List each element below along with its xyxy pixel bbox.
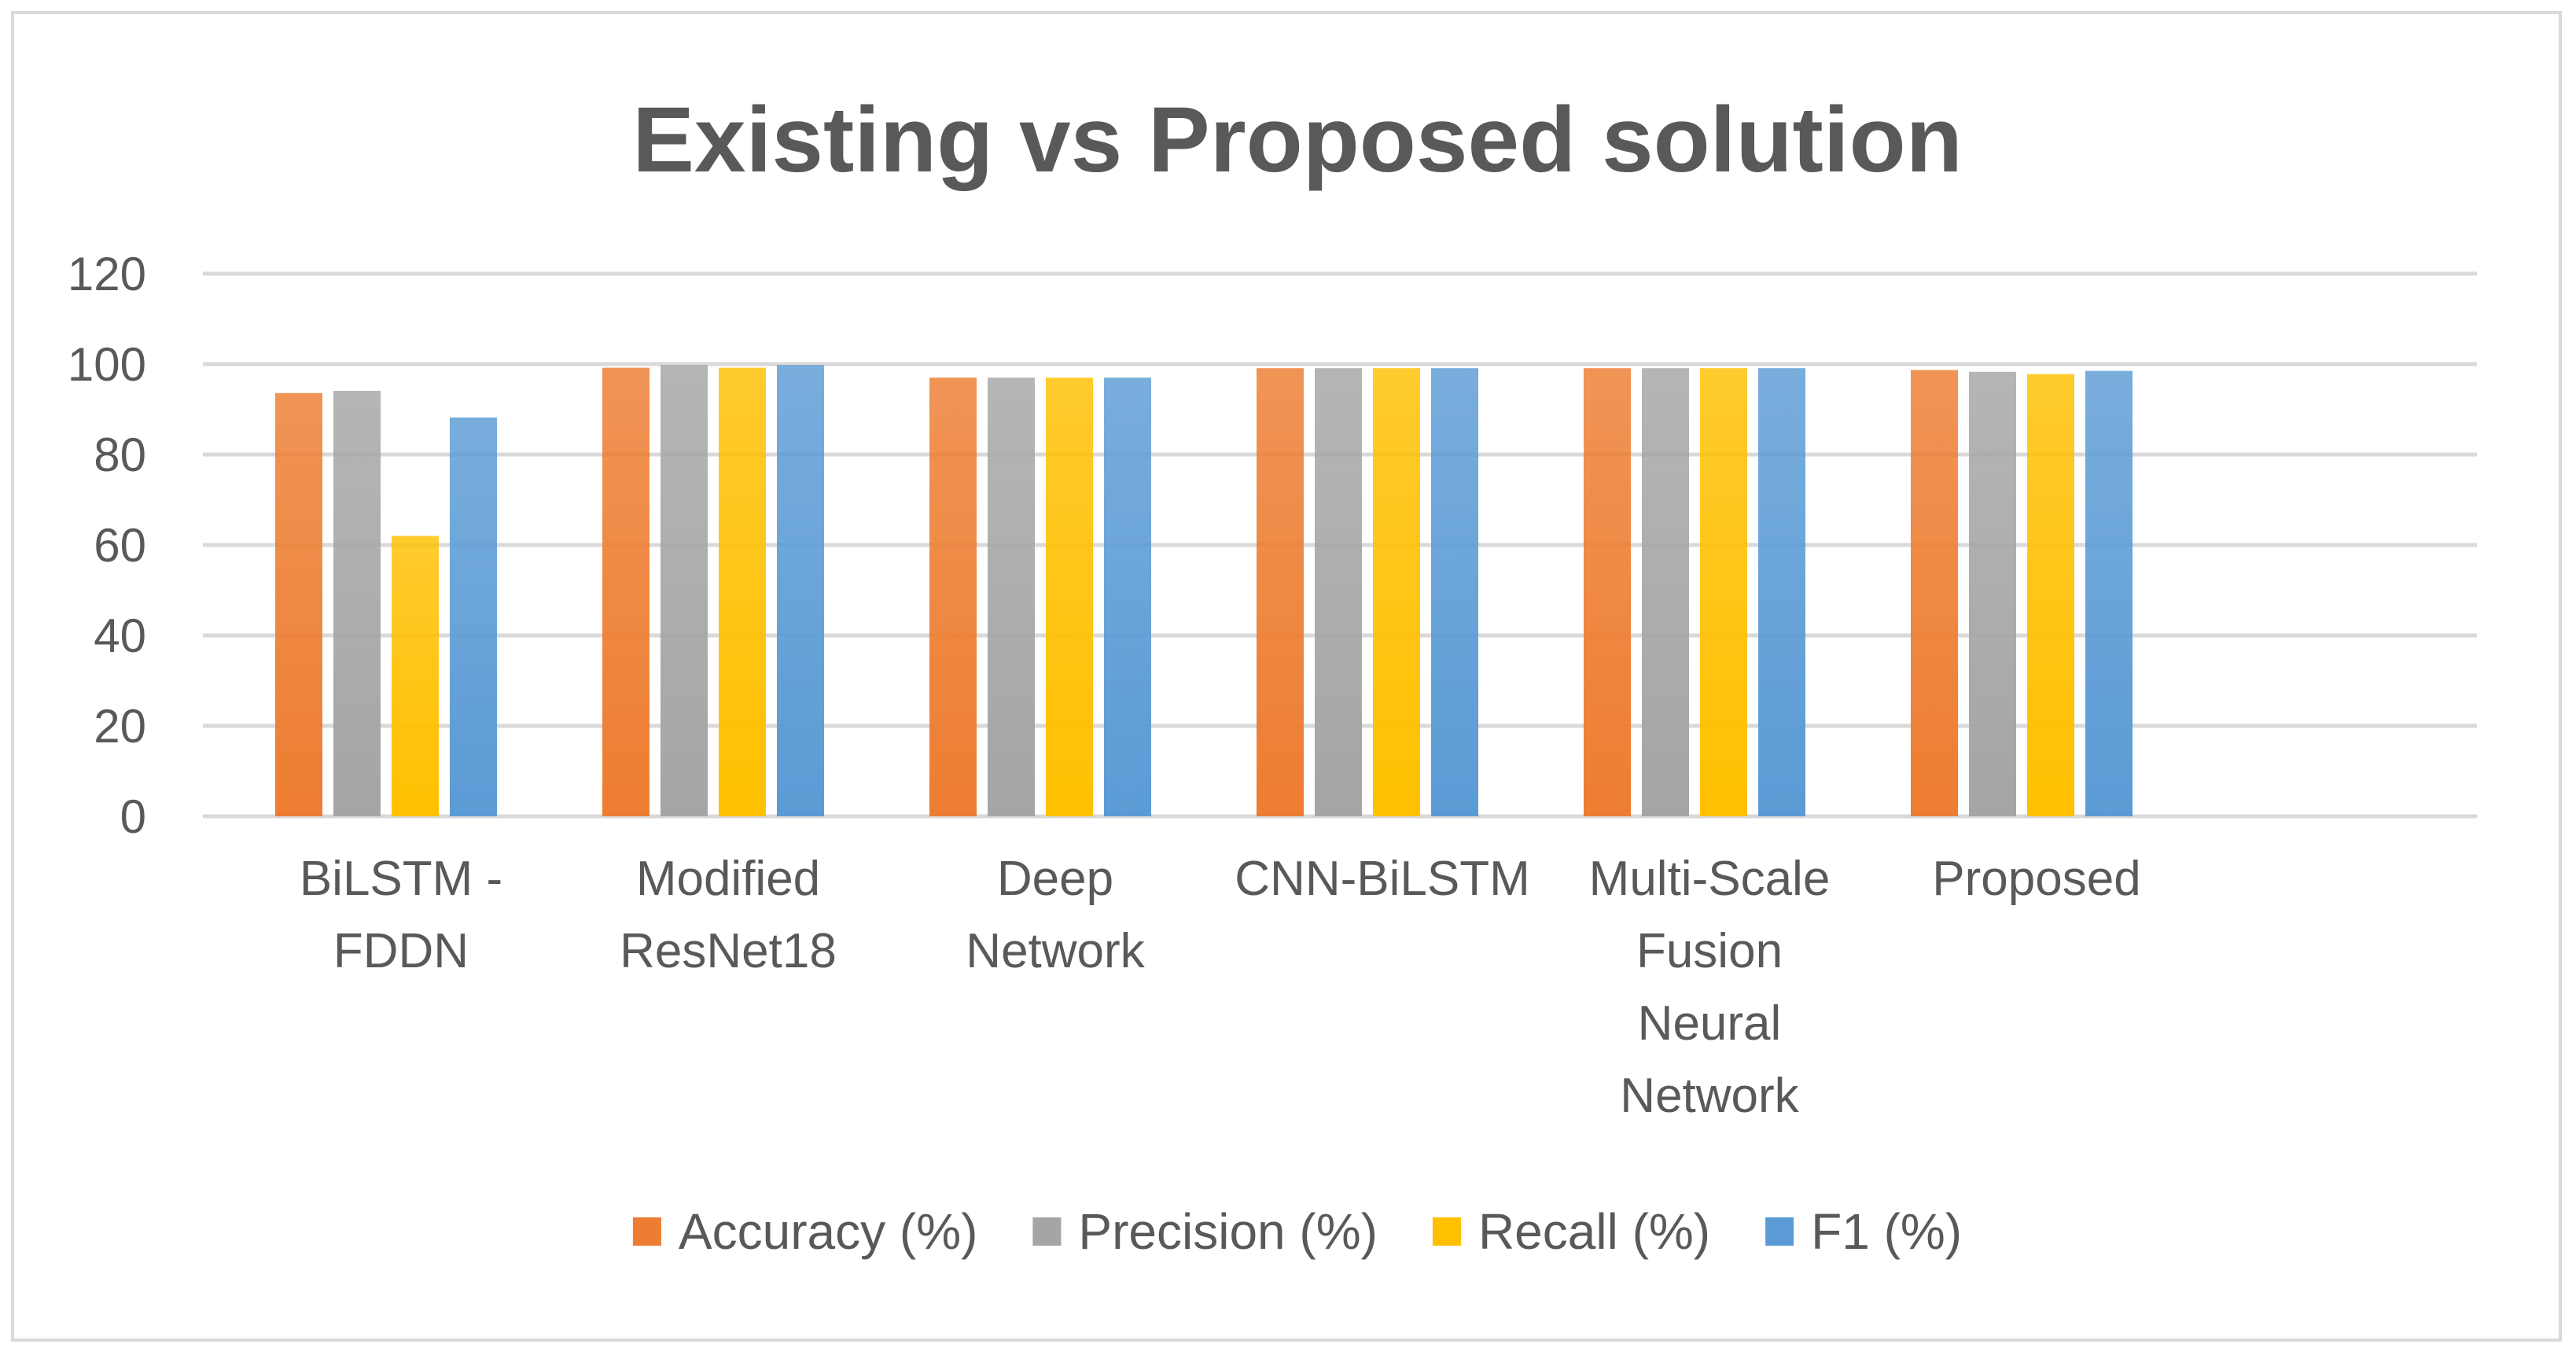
x-tick-label: Modified ResNet18 (620, 852, 837, 978)
bar (661, 365, 708, 816)
bar (1700, 368, 1747, 816)
legend-swatch (1032, 1217, 1062, 1246)
y-tick-label: 60 (94, 519, 146, 572)
chart-title: Existing vs Proposed solution (632, 88, 1963, 192)
legend-item: Recall (%) (1432, 1203, 1710, 1260)
legend-item: Accuracy (%) (632, 1203, 978, 1260)
bar (602, 367, 650, 817)
legend: Accuracy (%) Precision (%) Recall (%) F1 (%… (632, 1203, 1962, 1260)
bar (777, 365, 824, 816)
x-tick-label: Deep Network (966, 852, 1145, 978)
x-tick-label: CNN-BiLSTM (1235, 852, 1529, 906)
bar (333, 390, 381, 816)
bar (1758, 368, 1805, 816)
bar (1642, 368, 1689, 816)
bar (392, 536, 439, 816)
x-tick-label: Multi-Scale Fusion Neural Network (1589, 852, 1831, 1123)
bar (1046, 377, 1093, 816)
bar (1257, 368, 1304, 816)
bar (1315, 368, 1362, 816)
legend-swatch (1765, 1217, 1794, 1246)
legend-swatch (1432, 1217, 1461, 1246)
bar (929, 377, 977, 816)
bar (1431, 368, 1478, 816)
bar (1911, 370, 1958, 817)
bar (1969, 371, 2016, 816)
legend-label: Precision (%) (1078, 1203, 1378, 1260)
chart-frame: Existing vs Proposed solution 0 20 40 60 80 1… (11, 11, 2562, 1342)
y-tick-label: 120 (68, 248, 146, 300)
chart-svg: Existing vs Proposed solution 0 20 40 60 80 1… (68, 88, 2477, 1260)
bar (1584, 368, 1631, 816)
legend-item: F1 (%) (1765, 1203, 1962, 1260)
bar (1104, 377, 1151, 816)
bar-layer (275, 365, 2133, 817)
bar (450, 417, 497, 816)
y-axis-ticks: 0 20 40 60 80 100 120 (68, 248, 146, 843)
y-tick-label: 0 (120, 790, 146, 843)
bar (275, 392, 322, 816)
bar (988, 377, 1035, 816)
y-tick-label: 20 (94, 700, 146, 753)
y-tick-label: 40 (94, 609, 146, 662)
bar (2085, 370, 2133, 816)
x-tick-label: BiLSTM -FDDN (300, 852, 502, 978)
bar (719, 367, 766, 817)
legend-swatch (632, 1217, 661, 1246)
x-axis-ticks: BiLSTM -FDDN Modified ResNet18 Deep Network C… (300, 852, 2141, 1123)
legend-item: Precision (%) (1032, 1203, 1378, 1260)
x-tick-label: Proposed (1932, 852, 2140, 906)
bar (1373, 368, 1420, 816)
bar (2027, 374, 2074, 816)
y-tick-label: 80 (94, 429, 146, 481)
legend-label: Accuracy (%) (679, 1203, 978, 1260)
legend-label: F1 (%) (1811, 1203, 1962, 1260)
y-tick-label: 100 (68, 338, 146, 391)
legend-label: Recall (%) (1478, 1203, 1710, 1260)
